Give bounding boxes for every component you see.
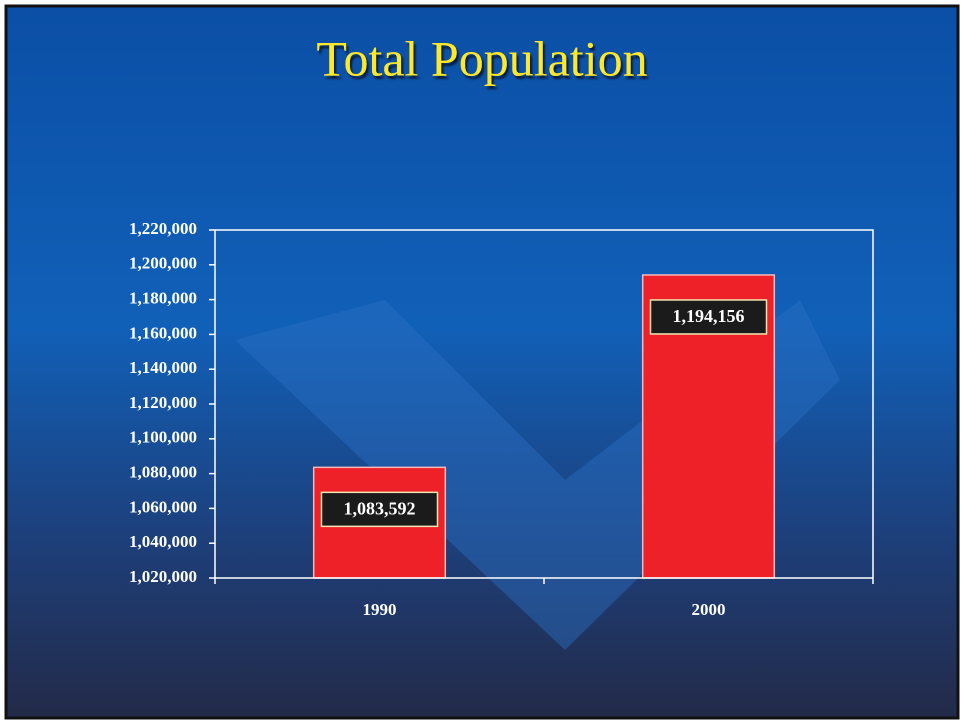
y-tick-label: 1,100,000 [129, 428, 197, 447]
x-tick-label: 2000 [692, 600, 726, 619]
value-label: 1,194,156 [673, 306, 745, 326]
y-tick-label: 1,020,000 [129, 567, 197, 586]
slide-background [4, 4, 960, 720]
y-tick-label: 1,120,000 [129, 393, 197, 412]
value-label-box [320, 491, 439, 528]
value-label: 1,083,592 [344, 498, 416, 518]
y-tick-label: 1,220,000 [129, 219, 197, 238]
y-tick-label: 1,200,000 [129, 254, 197, 273]
y-tick-label: 1,160,000 [129, 323, 197, 342]
chart-title: Total Population [316, 30, 647, 86]
x-tick-label: 1990 [363, 600, 397, 619]
y-tick-label: 1,180,000 [129, 289, 197, 308]
y-tick-label: 1,060,000 [129, 497, 197, 516]
y-tick-label: 1,140,000 [129, 358, 197, 377]
y-tick-label: 1,080,000 [129, 463, 197, 482]
value-label-box [649, 299, 768, 335]
y-tick-label: 1,040,000 [129, 532, 197, 551]
